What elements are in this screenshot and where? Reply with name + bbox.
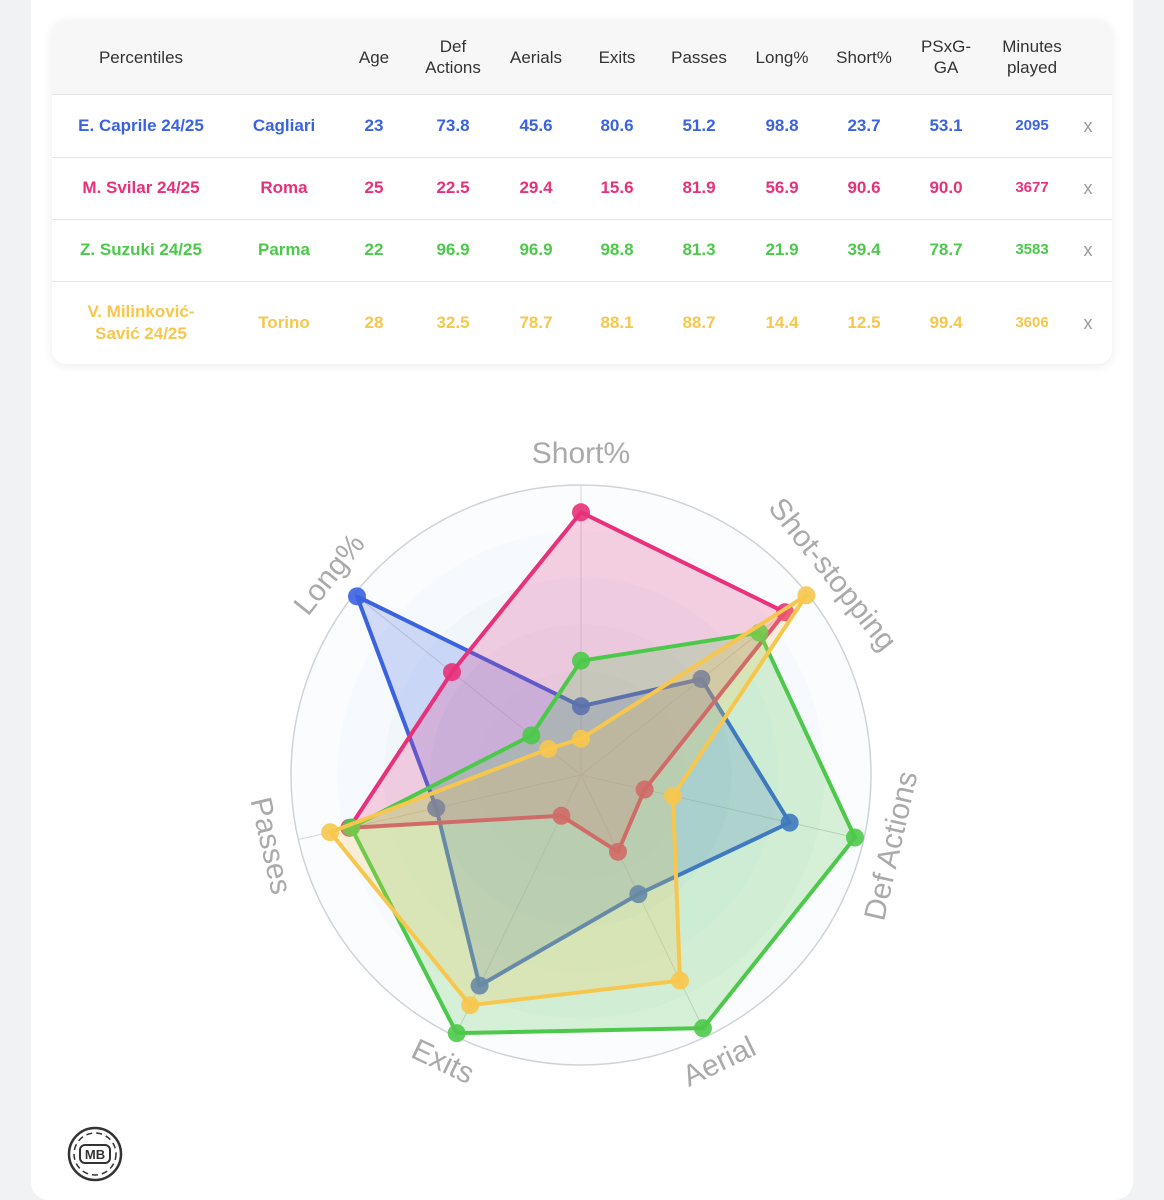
header-10: Minutes played (1002, 37, 1062, 77)
table-row: Z. Suzuki 24/25 Parma 22 96.9 96.9 98.8 81.3 21… (52, 219, 1112, 282)
data-point (629, 885, 648, 904)
mb-logo: MB (67, 1126, 123, 1182)
cell-team: Torino (258, 312, 310, 332)
data-point (461, 996, 480, 1015)
header-3: Def Actions (425, 37, 481, 77)
data-point (470, 976, 489, 995)
cell-team: Cagliari (252, 116, 316, 135)
data-point (797, 586, 816, 605)
data-point (692, 669, 711, 688)
series-area (349, 630, 857, 1036)
cell-long: 98.8 (765, 116, 799, 135)
cell-age: 23 (364, 116, 384, 135)
cell-psxg: 53.1 (929, 116, 963, 135)
radar-spoke (580, 774, 708, 1037)
data-point (447, 1024, 466, 1043)
cell-passes: 81.9 (682, 178, 716, 197)
radar-spoke (580, 774, 864, 841)
remove-row-button[interactable]: x (1083, 312, 1093, 333)
header-6: Passes (671, 47, 727, 67)
cell-exits: 80.6 (600, 116, 634, 135)
cell-exits: 88.1 (600, 312, 634, 332)
data-point (572, 697, 590, 716)
header-8: Short% (836, 47, 892, 67)
cell-aerials: 29.4 (519, 178, 553, 197)
table-row: M. Svilar 24/25 Roma 25 22.5 29.4 15.6 81.9 56.… (52, 157, 1112, 220)
cell-minutes: 3677 (1015, 179, 1049, 196)
cell-exits: 98.8 (600, 240, 634, 259)
percentiles-table: Percentiles Age Def Actions Aerials Exits Pas… (52, 20, 1112, 364)
data-point (780, 813, 799, 832)
data-point (693, 1019, 712, 1038)
cell-def-actions: 73.8 (436, 116, 470, 135)
data-point (552, 806, 571, 825)
cell-age: 28 (364, 312, 384, 332)
data-point (663, 786, 682, 805)
data-point (671, 971, 690, 990)
header-2: Age (358, 47, 390, 67)
table-row: E. Caprile 24/25 Cagliari 23 73.8 45.6 80.6 51… (52, 95, 1112, 158)
cell-passes: 88.7 (682, 312, 716, 332)
header-5: Exits (598, 47, 636, 67)
table-header: Percentiles Age Def Actions Aerials Exits Pas… (52, 20, 1112, 95)
logo-text: MB (85, 1147, 105, 1162)
cell-aerials: 96.9 (519, 240, 553, 259)
header-0: Percentiles (98, 47, 184, 67)
remove-row-button[interactable]: x (1083, 178, 1093, 198)
cell-psxg: 90.0 (929, 178, 963, 197)
cell-passes: 51.2 (682, 116, 716, 135)
cell-age: 22 (364, 240, 384, 259)
cell-minutes: 3583 (1015, 241, 1049, 258)
cell-long: 21.9 (765, 240, 799, 259)
cell-long: 56.9 (765, 178, 799, 197)
header-4: Aerials (510, 47, 562, 67)
cell-aerials: 78.7 (519, 312, 553, 332)
cell-team: Roma (260, 178, 308, 197)
cell-team: Parma (258, 240, 310, 259)
cell-def-actions: 22.5 (436, 178, 470, 197)
cell-player: V. Milinković- Savić 24/25 (87, 301, 195, 343)
axis-label: Short% (532, 437, 630, 470)
axis-label: Passes (244, 794, 298, 897)
cell-def-actions: 32.5 (436, 312, 470, 332)
header-9: PSxG- GA (920, 37, 972, 77)
cell-minutes: 3606 (1015, 313, 1049, 331)
cell-psxg: 99.4 (929, 312, 963, 332)
data-point (635, 780, 654, 799)
data-point (572, 503, 590, 522)
series-area (354, 594, 792, 988)
data-point (347, 587, 366, 606)
data-point (845, 828, 864, 847)
cell-passes: 81.3 (682, 240, 716, 259)
cell-minutes: 2095 (1015, 117, 1049, 134)
cell-aerials: 45.6 (519, 116, 553, 135)
cell-player: Z. Suzuki 24/25 (80, 240, 202, 259)
data-point (321, 823, 340, 842)
cell-short: 90.6 (847, 178, 881, 197)
table-row: V. Milinković- Savić 24/25 Torino 28 32.5 78… (52, 281, 1112, 364)
cell-age: 25 (364, 178, 384, 197)
remove-row-button[interactable]: x (1083, 240, 1093, 260)
data-point (572, 651, 590, 670)
cell-player: M. Svilar 24/25 (82, 178, 200, 197)
data-point (427, 799, 446, 818)
data-point (608, 842, 627, 861)
header-7: Long% (755, 47, 809, 67)
cell-short: 39.4 (847, 240, 881, 259)
series-area (328, 593, 809, 1008)
data-point (522, 726, 541, 745)
cell-short: 12.5 (847, 312, 881, 332)
cell-short: 23.7 (847, 116, 881, 135)
remove-row-button[interactable]: x (1083, 116, 1093, 136)
cell-player: E. Caprile 24/25 (78, 116, 204, 135)
data-point (442, 663, 461, 682)
data-point (539, 739, 558, 758)
cell-psxg: 78.7 (929, 240, 963, 259)
cell-long: 14.4 (765, 312, 799, 332)
cell-exits: 15.6 (600, 178, 634, 197)
data-point (572, 729, 590, 748)
cell-def-actions: 96.9 (436, 240, 470, 259)
